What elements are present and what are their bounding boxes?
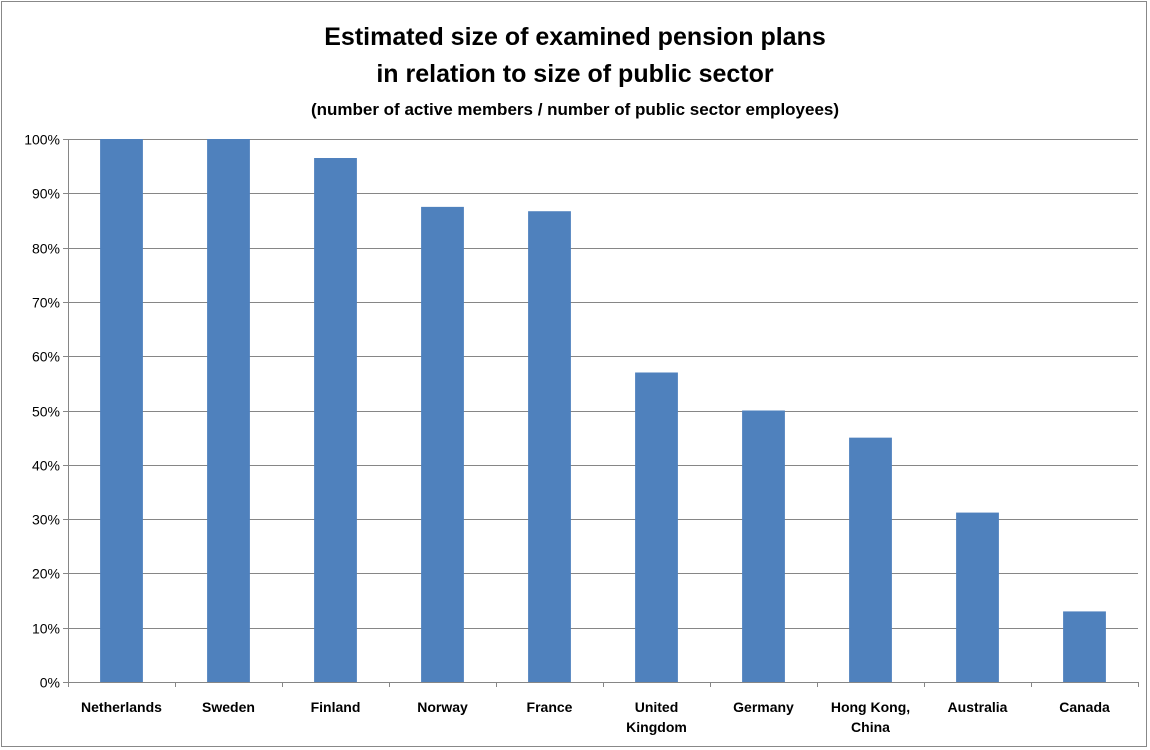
bar xyxy=(635,372,678,682)
y-tick-label: 70% xyxy=(32,295,60,311)
x-category-label: Netherlands xyxy=(81,699,162,715)
y-tick-label: 90% xyxy=(32,186,60,202)
y-tick-label: 80% xyxy=(32,241,60,257)
x-category-label: Hong Kong, xyxy=(831,699,910,715)
chart-title-line-1: Estimated size of examined pension plans xyxy=(324,23,826,51)
y-axis-tick-labels: 0% 10% 20% 30% 40% 50% 60% 70% 80% 90% 100% xyxy=(24,132,60,691)
bar xyxy=(207,139,250,682)
bar xyxy=(528,211,571,682)
x-category-label: Kingdom xyxy=(626,719,687,735)
bar xyxy=(100,139,143,682)
y-tick-label: 20% xyxy=(32,566,60,582)
y-tick-label: 10% xyxy=(32,621,60,637)
bar xyxy=(956,512,999,682)
y-tick-label: 0% xyxy=(40,675,60,691)
y-tick-label: 50% xyxy=(32,404,60,420)
x-category-label: United xyxy=(635,699,679,715)
bar xyxy=(1063,611,1106,682)
x-category-label: Sweden xyxy=(202,699,255,715)
x-category-label: Norway xyxy=(417,699,468,715)
bar xyxy=(849,437,892,682)
y-tick-label: 100% xyxy=(24,132,60,148)
x-category-label: Finland xyxy=(311,699,361,715)
x-category-label: France xyxy=(527,699,573,715)
x-category-label: Canada xyxy=(1059,699,1110,715)
y-tick-label: 40% xyxy=(32,458,60,474)
y-tick-label: 30% xyxy=(32,512,60,528)
x-category-label: China xyxy=(851,719,890,735)
chart-subtitle: (number of active members / number of pu… xyxy=(311,100,839,119)
x-axis-category-labels: Netherlands Sweden Finland Norway France Unit… xyxy=(81,699,1110,735)
x-category-label: Germany xyxy=(733,699,794,715)
chart-title-line-2: in relation to size of public sector xyxy=(376,60,774,88)
chart-title: Estimated size of examined pension plans… xyxy=(311,23,839,119)
bar xyxy=(742,410,785,682)
bars xyxy=(100,139,1106,682)
y-tick-label: 60% xyxy=(32,349,60,365)
axes xyxy=(68,139,1138,683)
bar xyxy=(314,158,357,682)
x-category-label: Australia xyxy=(948,699,1008,715)
bar xyxy=(421,206,464,682)
